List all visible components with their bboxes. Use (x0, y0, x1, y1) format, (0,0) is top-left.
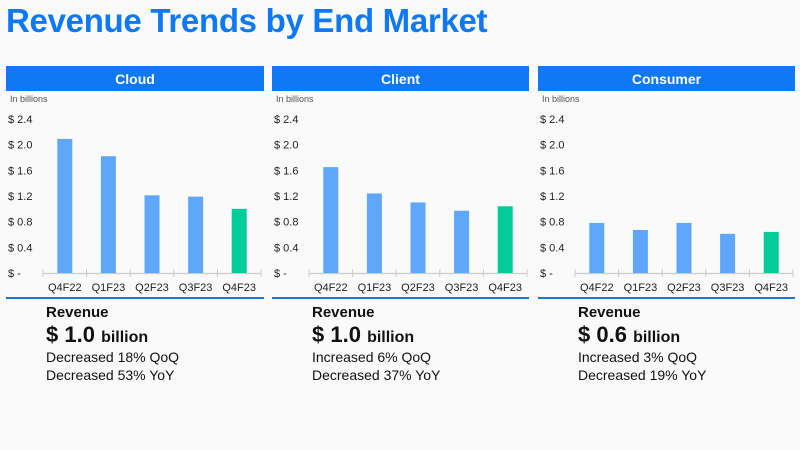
y-tick-label: $ - (274, 268, 287, 280)
unit-label: In billions (10, 94, 48, 104)
summary-unit: billion (633, 329, 681, 346)
summary-amount: $ 1.0 (312, 322, 361, 347)
x-tick-label: Q1F23 (92, 282, 126, 294)
y-tick-label: $ 2.4 (8, 114, 32, 126)
y-tick-label: $ - (540, 268, 553, 280)
revenue-summary: Revenue $ 0.6 billion Increased 3% QoQ D… (578, 304, 706, 384)
x-tick-label: Q4F23 (222, 282, 256, 294)
summary-amount: $ 0.6 (578, 322, 627, 347)
bar-q2f23 (676, 222, 692, 273)
x-tick-label: Q2F23 (135, 282, 169, 294)
panel-header: Client (272, 66, 529, 91)
bar-q3f23 (454, 210, 470, 273)
x-tick-label: Q4F22 (48, 282, 82, 294)
x-tick-label: Q2F23 (667, 282, 701, 294)
x-tick-label: Q3F23 (445, 282, 479, 294)
bar-q1f23 (100, 156, 116, 273)
bar-q4f22 (323, 167, 339, 273)
bar-q4f23 (231, 208, 247, 273)
x-tick-label: Q1F23 (358, 282, 392, 294)
bar-q3f23 (720, 233, 736, 273)
bar-q4f23 (763, 231, 779, 273)
bar-q3f23 (188, 196, 204, 273)
panel-header: Consumer (538, 66, 795, 91)
unit-label: In billions (276, 94, 314, 104)
summary-title: Revenue (46, 304, 109, 321)
summary-qoq: Increased 3% QoQ (578, 349, 698, 365)
y-tick-label: $ 0.4 (8, 242, 32, 254)
revenue-summary: Revenue $ 1.0 billion Decreased 18% QoQ … (46, 304, 179, 384)
bar-chart-cloud: $ - $ 0.4 $ 0.8 $ 1.2 $ 1.6 $ 2.0 $ 2.4 Q4F22 Q1… (8, 114, 262, 294)
summary-yoy: Decreased 19% YoY (578, 367, 707, 383)
summary-qoq: Decreased 18% QoQ (46, 349, 180, 365)
bar-chart-client: $ - $ 0.4 $ 0.8 $ 1.2 $ 1.6 $ 2.0 $ 2.4 Q4F22 Q1… (274, 114, 528, 294)
bar-q4f22 (589, 222, 605, 273)
bar-q1f23 (632, 230, 648, 273)
x-tick-label: Q4F22 (314, 282, 348, 294)
unit-label: In billions (542, 94, 580, 104)
summary-value: $ 0.6 billion (578, 322, 706, 348)
x-tick-label: Q4F22 (580, 282, 614, 294)
bar-q4f23 (497, 206, 513, 273)
divider (538, 297, 795, 299)
x-tick-label: Q3F23 (711, 282, 745, 294)
y-tick-label: $ 1.6 (274, 165, 298, 177)
y-tick-label: $ 1.6 (540, 165, 564, 177)
x-tick-label: Q1F23 (624, 282, 658, 294)
revenue-summary: Revenue $ 1.0 billion Increased 6% QoQ D… (312, 304, 440, 384)
y-tick-label: $ 0.8 (8, 217, 32, 229)
bar-chart-consumer: $ - $ 0.4 $ 0.8 $ 1.2 $ 1.6 $ 2.0 $ 2.4 Q4F22 Q1… (540, 114, 794, 294)
panel-header: Cloud (6, 66, 264, 91)
divider (6, 297, 264, 299)
summary-value: $ 1.0 billion (46, 322, 179, 348)
panel-client: Client In billions $ - $ 0.4 $ 0.8 $ 1.2 $ 1… (272, 66, 529, 396)
y-tick-label: $ 1.2 (8, 191, 32, 203)
bar-q2f23 (410, 202, 426, 273)
page-title: Revenue Trends by End Market (6, 2, 488, 39)
bar-q4f22 (57, 138, 73, 273)
summary-title: Revenue (312, 304, 375, 321)
summary-yoy: Decreased 53% YoY (46, 367, 175, 383)
summary-title: Revenue (578, 304, 641, 321)
y-tick-label: $ 2.0 (8, 140, 32, 152)
summary-unit: billion (367, 329, 415, 346)
x-tick-label: Q4F23 (754, 282, 788, 294)
panel-cloud: Cloud In billions $ - $ 0.4 $ 0.8 $ 1.2 $ 1.… (6, 66, 264, 396)
y-tick-label: $ 1.2 (274, 191, 298, 203)
summary-value: $ 1.0 billion (312, 322, 440, 348)
summary-yoy: Decreased 37% YoY (312, 367, 441, 383)
y-tick-label: $ 1.2 (540, 191, 564, 203)
x-tick-label: Q3F23 (179, 282, 213, 294)
y-tick-label: $ 1.6 (8, 165, 32, 177)
y-tick-label: $ 2.0 (540, 140, 564, 152)
x-tick-label: Q2F23 (401, 282, 435, 294)
divider (272, 297, 529, 299)
bar-q1f23 (366, 193, 382, 273)
y-tick-label: $ 0.4 (274, 242, 298, 254)
summary-qoq: Increased 6% QoQ (312, 349, 432, 365)
summary-unit: billion (101, 329, 149, 346)
x-tick-label: Q4F23 (488, 282, 522, 294)
y-tick-label: $ 2.4 (274, 114, 298, 126)
summary-amount: $ 1.0 (46, 322, 95, 347)
y-tick-label: $ 2.0 (274, 140, 298, 152)
panel-consumer: Consumer In billions $ - $ 0.4 $ 0.8 $ 1.2 $… (538, 66, 795, 396)
y-tick-label: $ - (8, 268, 21, 280)
y-tick-label: $ 0.4 (540, 242, 564, 254)
y-tick-label: $ 0.8 (274, 217, 298, 229)
y-tick-label: $ 0.8 (540, 217, 564, 229)
y-tick-label: $ 2.4 (540, 114, 564, 126)
bar-q2f23 (144, 195, 160, 273)
